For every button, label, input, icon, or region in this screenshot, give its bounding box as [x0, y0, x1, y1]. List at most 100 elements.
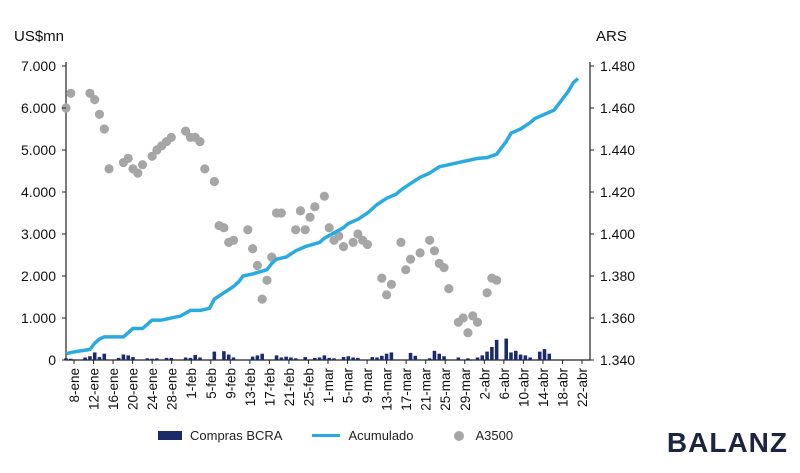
compras-bar — [126, 355, 130, 360]
a3500-point — [386, 279, 396, 289]
a3500-point — [362, 239, 373, 250]
a3500-point — [353, 229, 363, 239]
compras-bar — [389, 352, 394, 360]
a3500-point — [276, 208, 286, 218]
a3500-point — [181, 126, 191, 136]
x-tick-label: 17-feb — [262, 368, 277, 406]
compras-bar — [317, 357, 322, 360]
compras-bar — [547, 353, 552, 360]
compras-bar — [332, 358, 336, 360]
compras-bar — [327, 357, 331, 360]
compras-bar — [212, 351, 217, 360]
x-tick-label: 2-abr — [477, 367, 492, 399]
legend-swatch-bar — [158, 431, 182, 440]
a3500-point — [85, 88, 95, 98]
compras-bar — [303, 357, 308, 360]
a3500-point — [468, 311, 478, 321]
a3500-point — [319, 191, 329, 201]
a3500-point — [209, 176, 219, 187]
a3500-point — [252, 260, 263, 271]
a3500-point — [195, 137, 205, 147]
right-tick-label: 1.440 — [600, 142, 635, 158]
x-tick-label: 25-feb — [301, 368, 316, 406]
a3500-point — [492, 275, 502, 285]
a3500-point — [429, 246, 440, 256]
compras-bar — [131, 357, 135, 360]
compras-bar — [370, 357, 375, 360]
a3500-point — [243, 225, 253, 235]
compras-bar — [88, 356, 92, 360]
legend-label-a3500: A3500 — [475, 428, 514, 443]
a3500-point — [338, 242, 349, 252]
compras-bar — [432, 350, 437, 360]
compras-bar — [485, 351, 489, 360]
compras-bar — [380, 355, 384, 360]
left-tick-label: 0 — [48, 352, 56, 368]
left-tick-label: 7.000 — [21, 58, 56, 74]
a3500-point — [310, 202, 320, 212]
compras-bar — [437, 353, 442, 360]
compras-bar — [351, 357, 355, 360]
legend-item-compras: Compras BCRA — [158, 428, 282, 443]
compras-bar — [356, 357, 360, 360]
compras-bar — [83, 357, 87, 360]
compras-bar — [542, 349, 547, 360]
right-tick-label: 1.340 — [600, 352, 635, 368]
left-tick-label: 3.000 — [21, 226, 56, 242]
x-tick-label: 18-abr — [555, 368, 570, 408]
a3500-point — [405, 254, 416, 264]
a3500-point — [166, 132, 176, 142]
x-tick-label: 29-mar — [458, 368, 473, 411]
a3500-point — [200, 164, 210, 174]
compras-bar — [92, 352, 97, 360]
compras-bar — [413, 355, 418, 360]
compras-bar — [289, 357, 293, 360]
compras-bar — [384, 353, 389, 360]
a3500-point — [482, 288, 492, 298]
a3500-point — [334, 231, 344, 241]
right-tick-label: 1.420 — [600, 184, 635, 200]
legend-label-acumulado: Acumulado — [348, 428, 414, 443]
x-tick-label: 13-feb — [243, 368, 258, 406]
a3500-point — [300, 225, 310, 235]
x-tick-label: 13-mar — [380, 368, 395, 411]
left-tick-label: 1.000 — [21, 310, 56, 326]
x-tick-label: 5-mar — [341, 368, 356, 404]
compras-bar — [64, 358, 68, 360]
compras-bar — [188, 357, 193, 360]
compras-bar — [255, 355, 260, 360]
a3500-point — [305, 212, 315, 222]
x-tick-label: 17-mar — [399, 368, 414, 411]
legend-swatch-dot — [453, 430, 464, 441]
a3500-point — [123, 153, 133, 163]
a3500-point — [104, 164, 114, 174]
compras-bar — [509, 352, 513, 360]
compras-bar — [466, 358, 470, 360]
a3500-point — [439, 263, 449, 273]
x-tick-label: 22-abr — [575, 368, 590, 408]
compras-bar — [169, 357, 174, 360]
x-tick-label: 28-ene — [165, 368, 180, 410]
compras-bar — [490, 346, 494, 360]
compras-bar — [375, 357, 379, 360]
x-tick-label: 1-mar — [321, 368, 336, 404]
chart-legend: Compras BCRA Acumulado A3500 — [158, 428, 543, 443]
legend-swatch-line — [312, 434, 341, 437]
left-tick-label: 2.000 — [21, 268, 56, 284]
a3500-point — [291, 225, 301, 235]
legend-item-a3500: A3500 — [444, 428, 514, 443]
compras-bar — [313, 357, 317, 360]
right-tick-label: 1.480 — [600, 58, 635, 74]
right-tick-label: 1.400 — [600, 226, 635, 242]
x-tick-label: 25-mar — [438, 368, 453, 411]
a3500-point — [415, 248, 425, 258]
compras-bar — [155, 358, 159, 360]
a3500-point — [472, 317, 483, 327]
a3500-point — [425, 235, 435, 245]
compras-bar — [279, 357, 284, 360]
left-axis-unit: US$mn — [14, 28, 65, 45]
compras-bar — [226, 354, 231, 360]
compras-bar — [231, 357, 236, 360]
a3500-point — [348, 237, 358, 247]
x-tick-label: 16-ene — [106, 368, 121, 410]
